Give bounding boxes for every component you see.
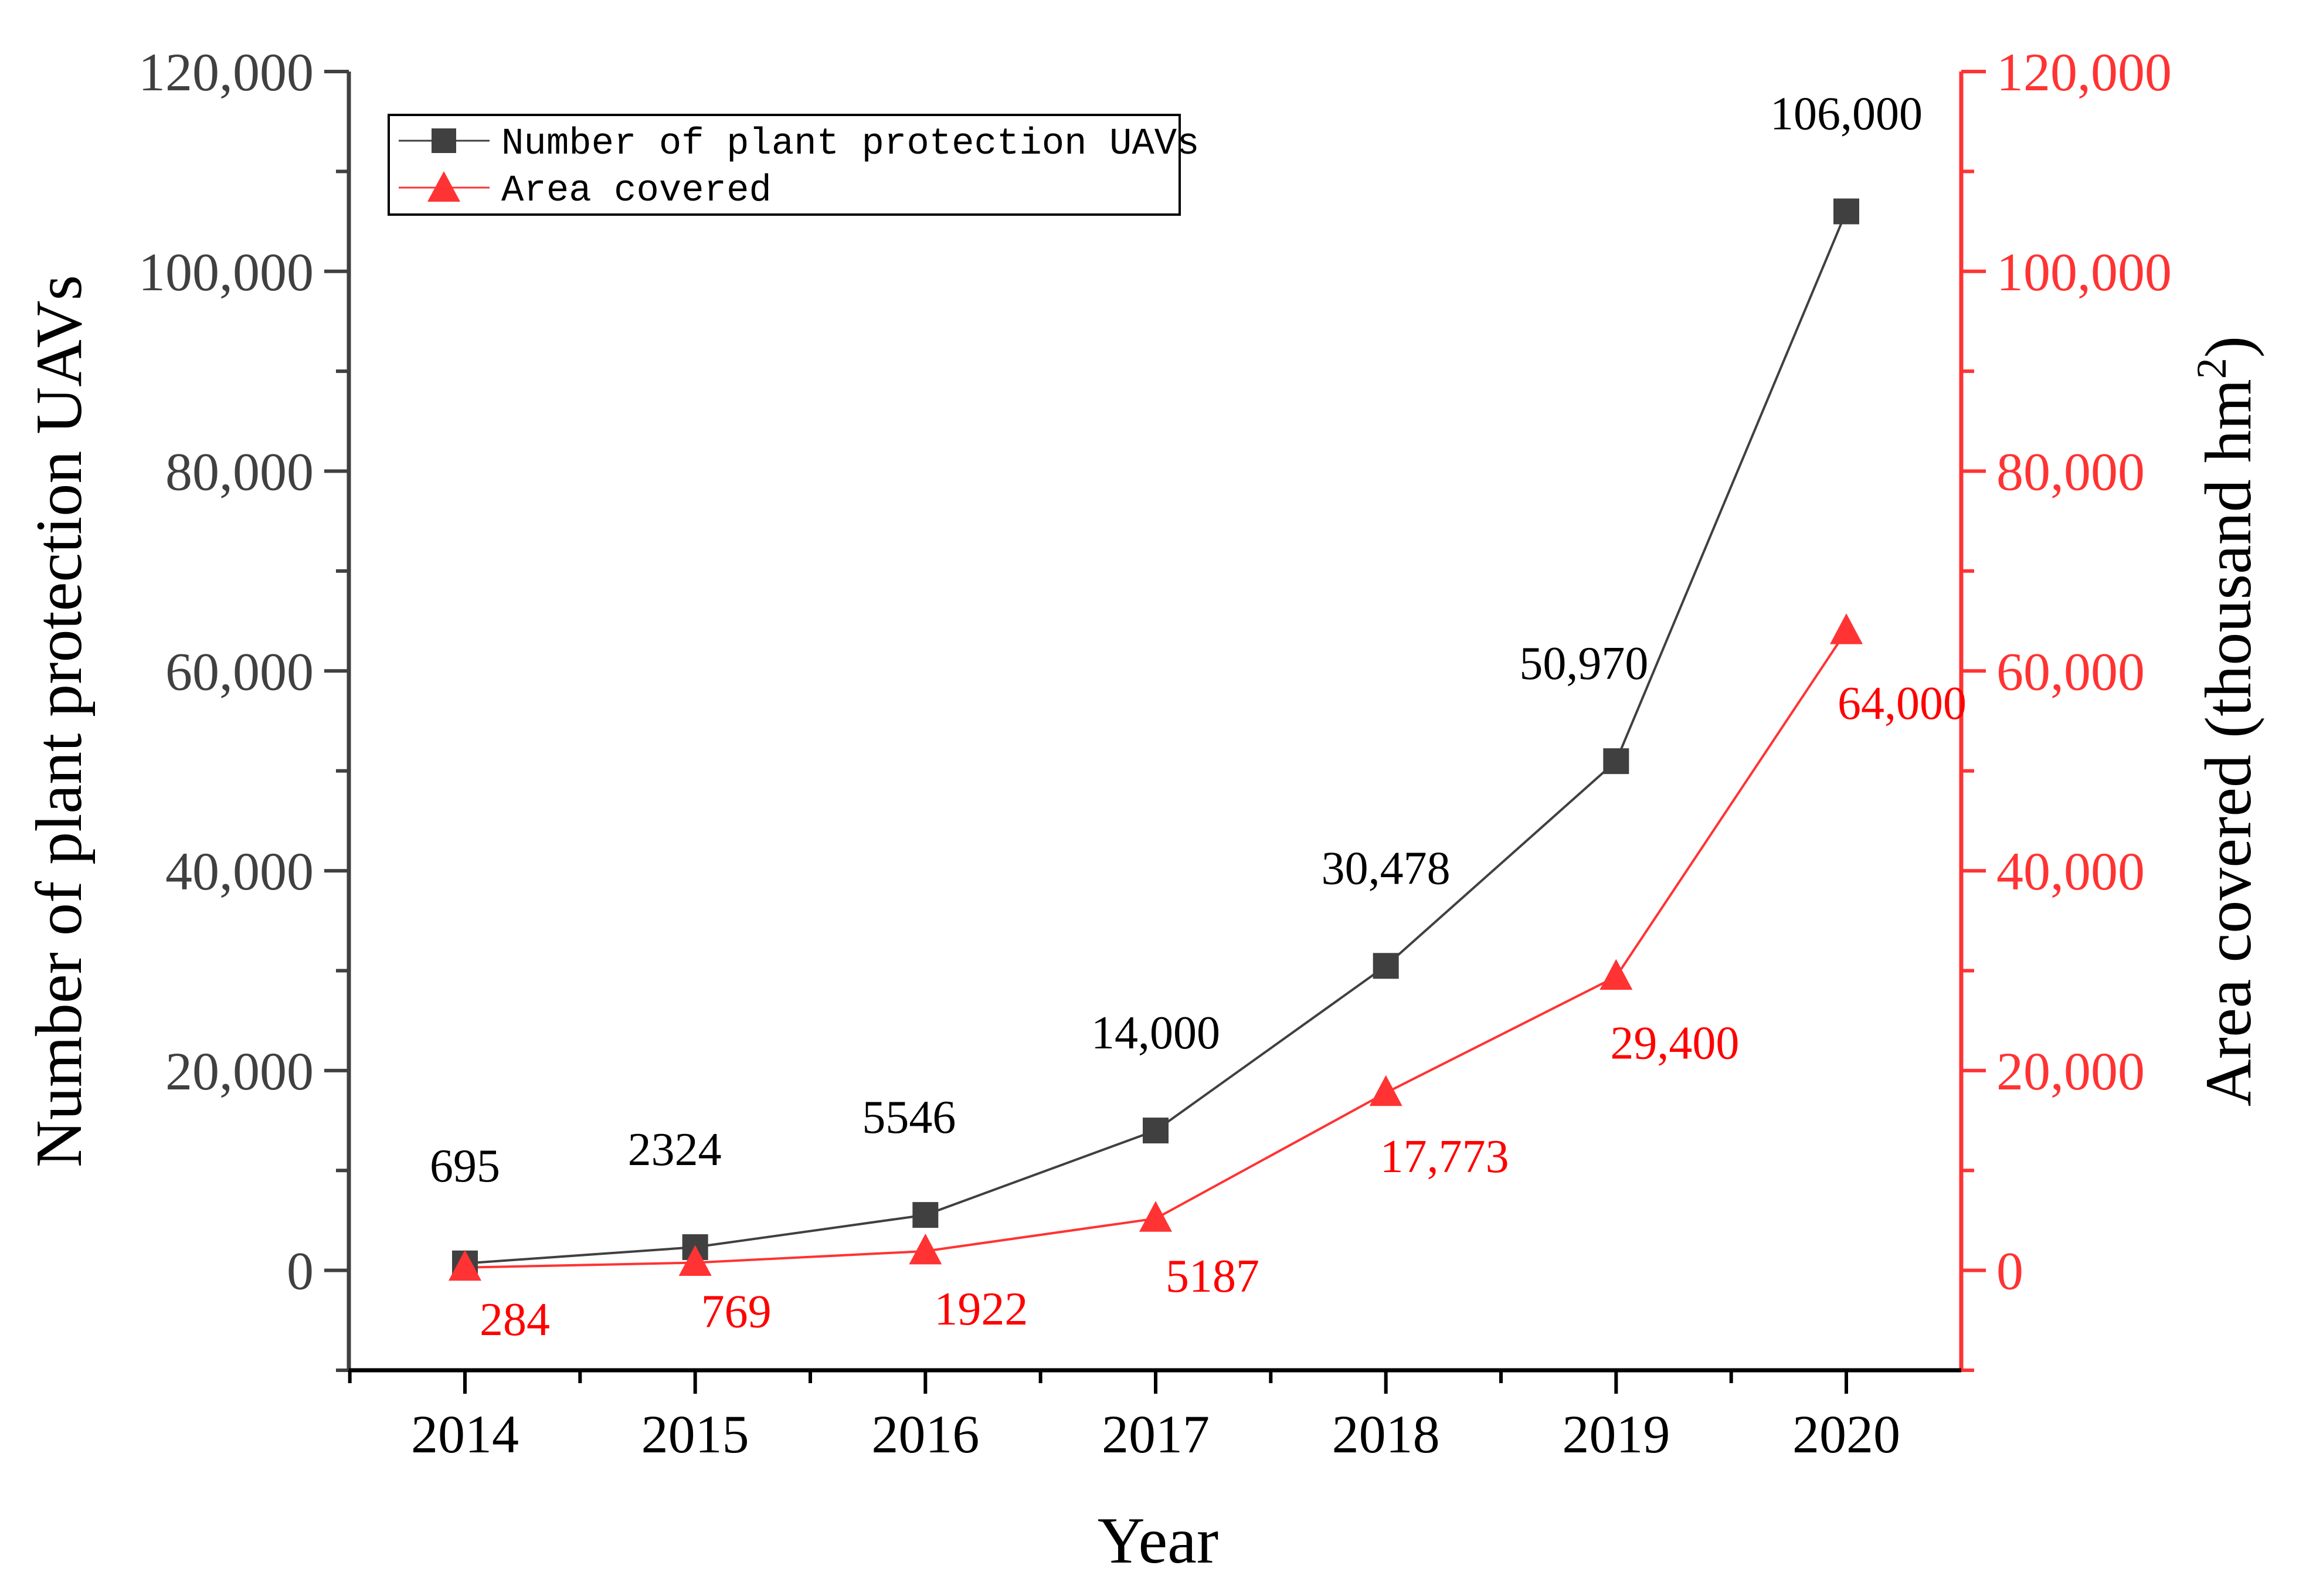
y-right-tick-label: 120,000 <box>1996 42 2172 102</box>
area-data-label: 17,773 <box>1380 1131 1509 1183</box>
series-uavs-line <box>464 210 1847 1265</box>
area-point-marker <box>1830 613 1863 644</box>
legend-uavs-label: Number of plant protection UAVs <box>501 123 1200 165</box>
y-right-tick-label: 100,000 <box>1996 242 2172 302</box>
area-point-marker <box>449 1249 481 1281</box>
x-tick-label: 2015 <box>641 1404 749 1464</box>
uavs-point-marker <box>1603 748 1629 775</box>
uavs-data-label: 106,000 <box>1770 89 1923 140</box>
x-tick-label: 2017 <box>1102 1404 1210 1464</box>
legend-area-label: Area covered <box>501 170 772 212</box>
y-left-tick-label: 80,000 <box>165 442 314 502</box>
y-right-tick-label: 80,000 <box>1996 442 2145 502</box>
y-left-tick-label: 40,000 <box>165 841 314 901</box>
x-tick-label: 2018 <box>1332 1404 1440 1464</box>
area-data-label: 5187 <box>1166 1251 1259 1302</box>
y-left-tick-label: 20,000 <box>165 1041 314 1101</box>
uavs-data-label: 2324 <box>628 1124 722 1176</box>
y-right-tick-label: 20,000 <box>1996 1041 2145 1101</box>
legend-uavs-marker <box>432 128 456 153</box>
uavs-data-label: 50,970 <box>1519 638 1648 690</box>
x-axis-title: Year <box>1098 1505 1218 1577</box>
x-tick-label: 2014 <box>411 1404 519 1464</box>
y-right-tick-label: 60,000 <box>1996 641 2145 701</box>
y-axis-right-title-superscript: 2 <box>2188 358 2235 379</box>
area-data-label: 64,000 <box>1838 678 1967 729</box>
uavs-point-marker <box>912 1202 939 1228</box>
y-axis-left-title: Number of plant protection UAVs <box>23 275 96 1167</box>
y-left-tick-label: 100,000 <box>138 242 314 302</box>
y-left-tick-label: 120,000 <box>138 42 314 102</box>
area-data-label: 769 <box>701 1286 772 1338</box>
area-data-label: 284 <box>480 1294 550 1346</box>
x-tick-label: 2020 <box>1792 1404 1900 1464</box>
uavs-point-marker <box>1143 1118 1169 1144</box>
uavs-data-label: 14,000 <box>1091 1007 1220 1059</box>
y-right-tick-label: 40,000 <box>1996 841 2145 901</box>
x-tick-label: 2019 <box>1562 1404 1670 1464</box>
y-left-tick-label: 60,000 <box>165 641 314 701</box>
area-point-marker <box>1139 1201 1172 1232</box>
area-point-marker <box>1369 1075 1402 1106</box>
y-left-tick-label: 0 <box>287 1241 314 1301</box>
area-point-marker <box>909 1233 942 1265</box>
y-right-tick-label: 0 <box>1996 1241 2023 1301</box>
x-tick-label: 2016 <box>871 1404 979 1464</box>
y-axis-right-title-main: Area covered (thousand hm <box>2192 379 2265 1106</box>
area-data-label: 1922 <box>934 1283 1028 1335</box>
uavs-data-label: 695 <box>430 1140 500 1192</box>
area-point-marker <box>1599 959 1633 990</box>
area-data-label: 29,400 <box>1610 1018 1739 1069</box>
legend-area-marker <box>427 171 460 202</box>
uavs-point-marker <box>1833 198 1859 225</box>
legend-box <box>388 114 1181 216</box>
area-point-marker <box>678 1245 712 1276</box>
y-axis-right-title-close: ) <box>2192 336 2265 358</box>
uavs-data-label: 30,478 <box>1322 843 1451 894</box>
uavs-data-label: 5546 <box>862 1092 956 1143</box>
uavs-point-marker <box>1373 953 1399 979</box>
y-axis-right-title: Area covered (thousand hm2) <box>2188 336 2265 1106</box>
